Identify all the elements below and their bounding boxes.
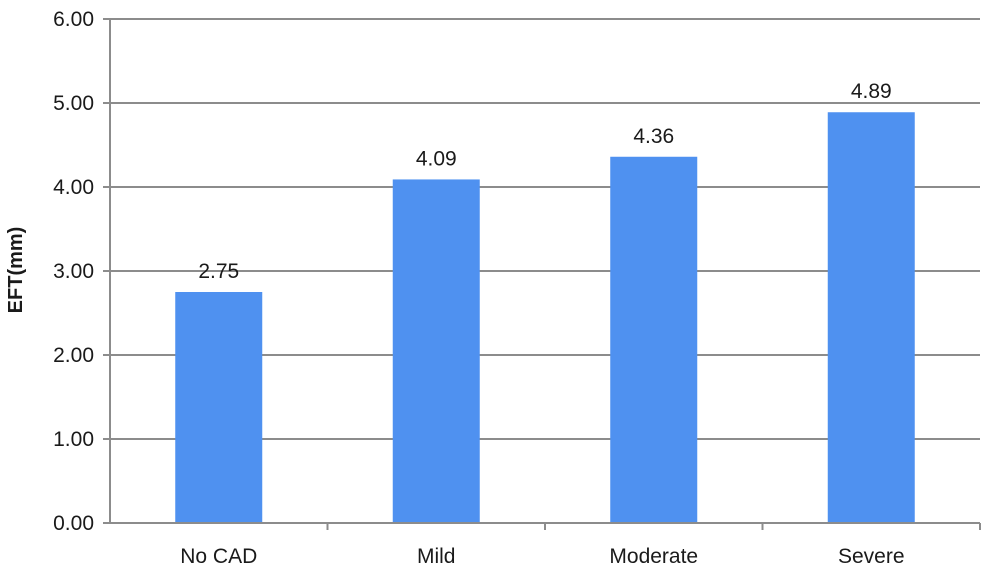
x-tick-label: Mild	[417, 545, 456, 568]
data-label: 4.09	[416, 147, 457, 170]
y-tick-label: 1.00	[53, 428, 94, 451]
labels: 0.00 1.00 2.00 3.00 4.00 5.00 6.00 2.75 No CAD 4.…	[53, 8, 904, 568]
y-axis-title: EFT(mm)	[5, 227, 27, 314]
bar-severe	[827, 112, 915, 524]
data-label: 4.36	[633, 125, 674, 148]
x-tick-label: Severe	[838, 545, 905, 568]
bar-moderate	[610, 156, 698, 523]
bar-mild	[392, 179, 480, 523]
y-tick-label: 6.00	[53, 8, 94, 31]
bar-no-cad	[175, 292, 263, 523]
bars	[175, 112, 915, 524]
y-tick-label: 4.00	[53, 176, 94, 199]
y-tick-label: 2.00	[53, 344, 94, 367]
y-tick-label: 0.00	[53, 512, 94, 535]
y-tick-label: 3.00	[53, 260, 94, 283]
data-label: 4.89	[851, 80, 892, 103]
data-label: 2.75	[198, 260, 239, 283]
axes	[103, 18, 981, 530]
y-tick-label: 5.00	[53, 92, 94, 115]
x-tick-label: Moderate	[609, 545, 698, 568]
x-tick-label: No CAD	[180, 545, 257, 568]
